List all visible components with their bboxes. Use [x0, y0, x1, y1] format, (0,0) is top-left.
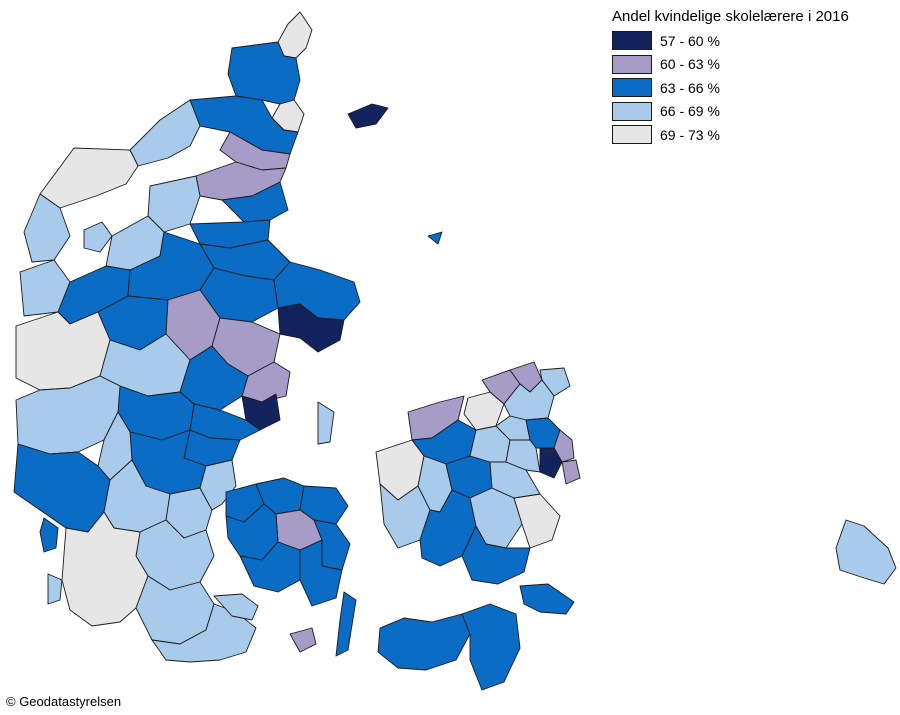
legend-label: 63 - 66 %	[660, 79, 720, 96]
region-als	[213, 593, 259, 621]
region-syddjurs	[277, 303, 345, 353]
region-langeland	[335, 591, 357, 657]
map-legend: Andel kvindelige skolelærere i 2016 57 -…	[612, 8, 849, 147]
region-hjorring	[189, 95, 299, 155]
region-fano	[39, 517, 59, 553]
region-thisted	[39, 147, 139, 209]
region-mors	[83, 221, 113, 253]
region-stevns	[513, 493, 561, 549]
region-esbjerg	[13, 443, 111, 533]
legend-item: 66 - 69 %	[612, 100, 849, 124]
region-svendborg	[299, 539, 343, 607]
region-kobenhavn	[539, 447, 563, 479]
region-vordingborg	[461, 525, 531, 585]
legend-label: 57 - 60 %	[660, 32, 720, 49]
region-helsingor	[539, 367, 571, 397]
legend-item: 60 - 63 %	[612, 53, 849, 77]
region-guldborgsund	[461, 603, 521, 691]
region-skagen	[277, 11, 313, 59]
copyright-credit: © Geodatastyrelsen	[6, 694, 122, 709]
legend-title: Andel kvindelige skolelærere i 2016	[612, 8, 849, 25]
legend-item: 69 - 73 %	[612, 123, 849, 147]
legend-label: 60 - 63 %	[660, 56, 720, 73]
region-moen	[519, 583, 575, 615]
region-sonderborg	[151, 603, 257, 663]
legend-item: 57 - 60 %	[612, 29, 849, 53]
legend-label: 66 - 69 %	[660, 103, 720, 120]
region-lolland	[377, 613, 471, 671]
region-hvidovre	[505, 439, 541, 473]
region-aeroe	[289, 627, 317, 653]
region-amager	[561, 459, 581, 485]
region-bornholm	[835, 519, 897, 585]
region-jammerbugt	[129, 99, 201, 167]
legend-swatch	[612, 101, 652, 121]
region-samso	[317, 401, 335, 445]
region-anholt	[427, 231, 443, 245]
legend-swatch	[612, 31, 652, 51]
region-romo	[47, 573, 63, 605]
legend-item: 63 - 66 %	[612, 76, 849, 100]
legend-label: 69 - 73 %	[660, 126, 720, 143]
legend-swatch	[612, 54, 652, 74]
legend-swatch	[612, 125, 652, 145]
region-laeso	[347, 103, 389, 129]
legend-swatch	[612, 78, 652, 98]
